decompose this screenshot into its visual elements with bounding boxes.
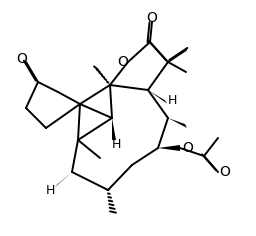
Text: O: O: [220, 165, 230, 179]
Text: O: O: [17, 52, 27, 66]
Polygon shape: [55, 172, 72, 188]
Polygon shape: [148, 90, 167, 104]
Polygon shape: [158, 145, 180, 151]
Polygon shape: [112, 118, 116, 140]
Text: O: O: [147, 11, 157, 25]
Text: O: O: [118, 55, 129, 69]
Polygon shape: [168, 118, 187, 128]
Text: H: H: [111, 139, 121, 152]
Text: H: H: [167, 93, 177, 106]
Text: H: H: [45, 184, 55, 197]
Text: O: O: [183, 141, 194, 155]
